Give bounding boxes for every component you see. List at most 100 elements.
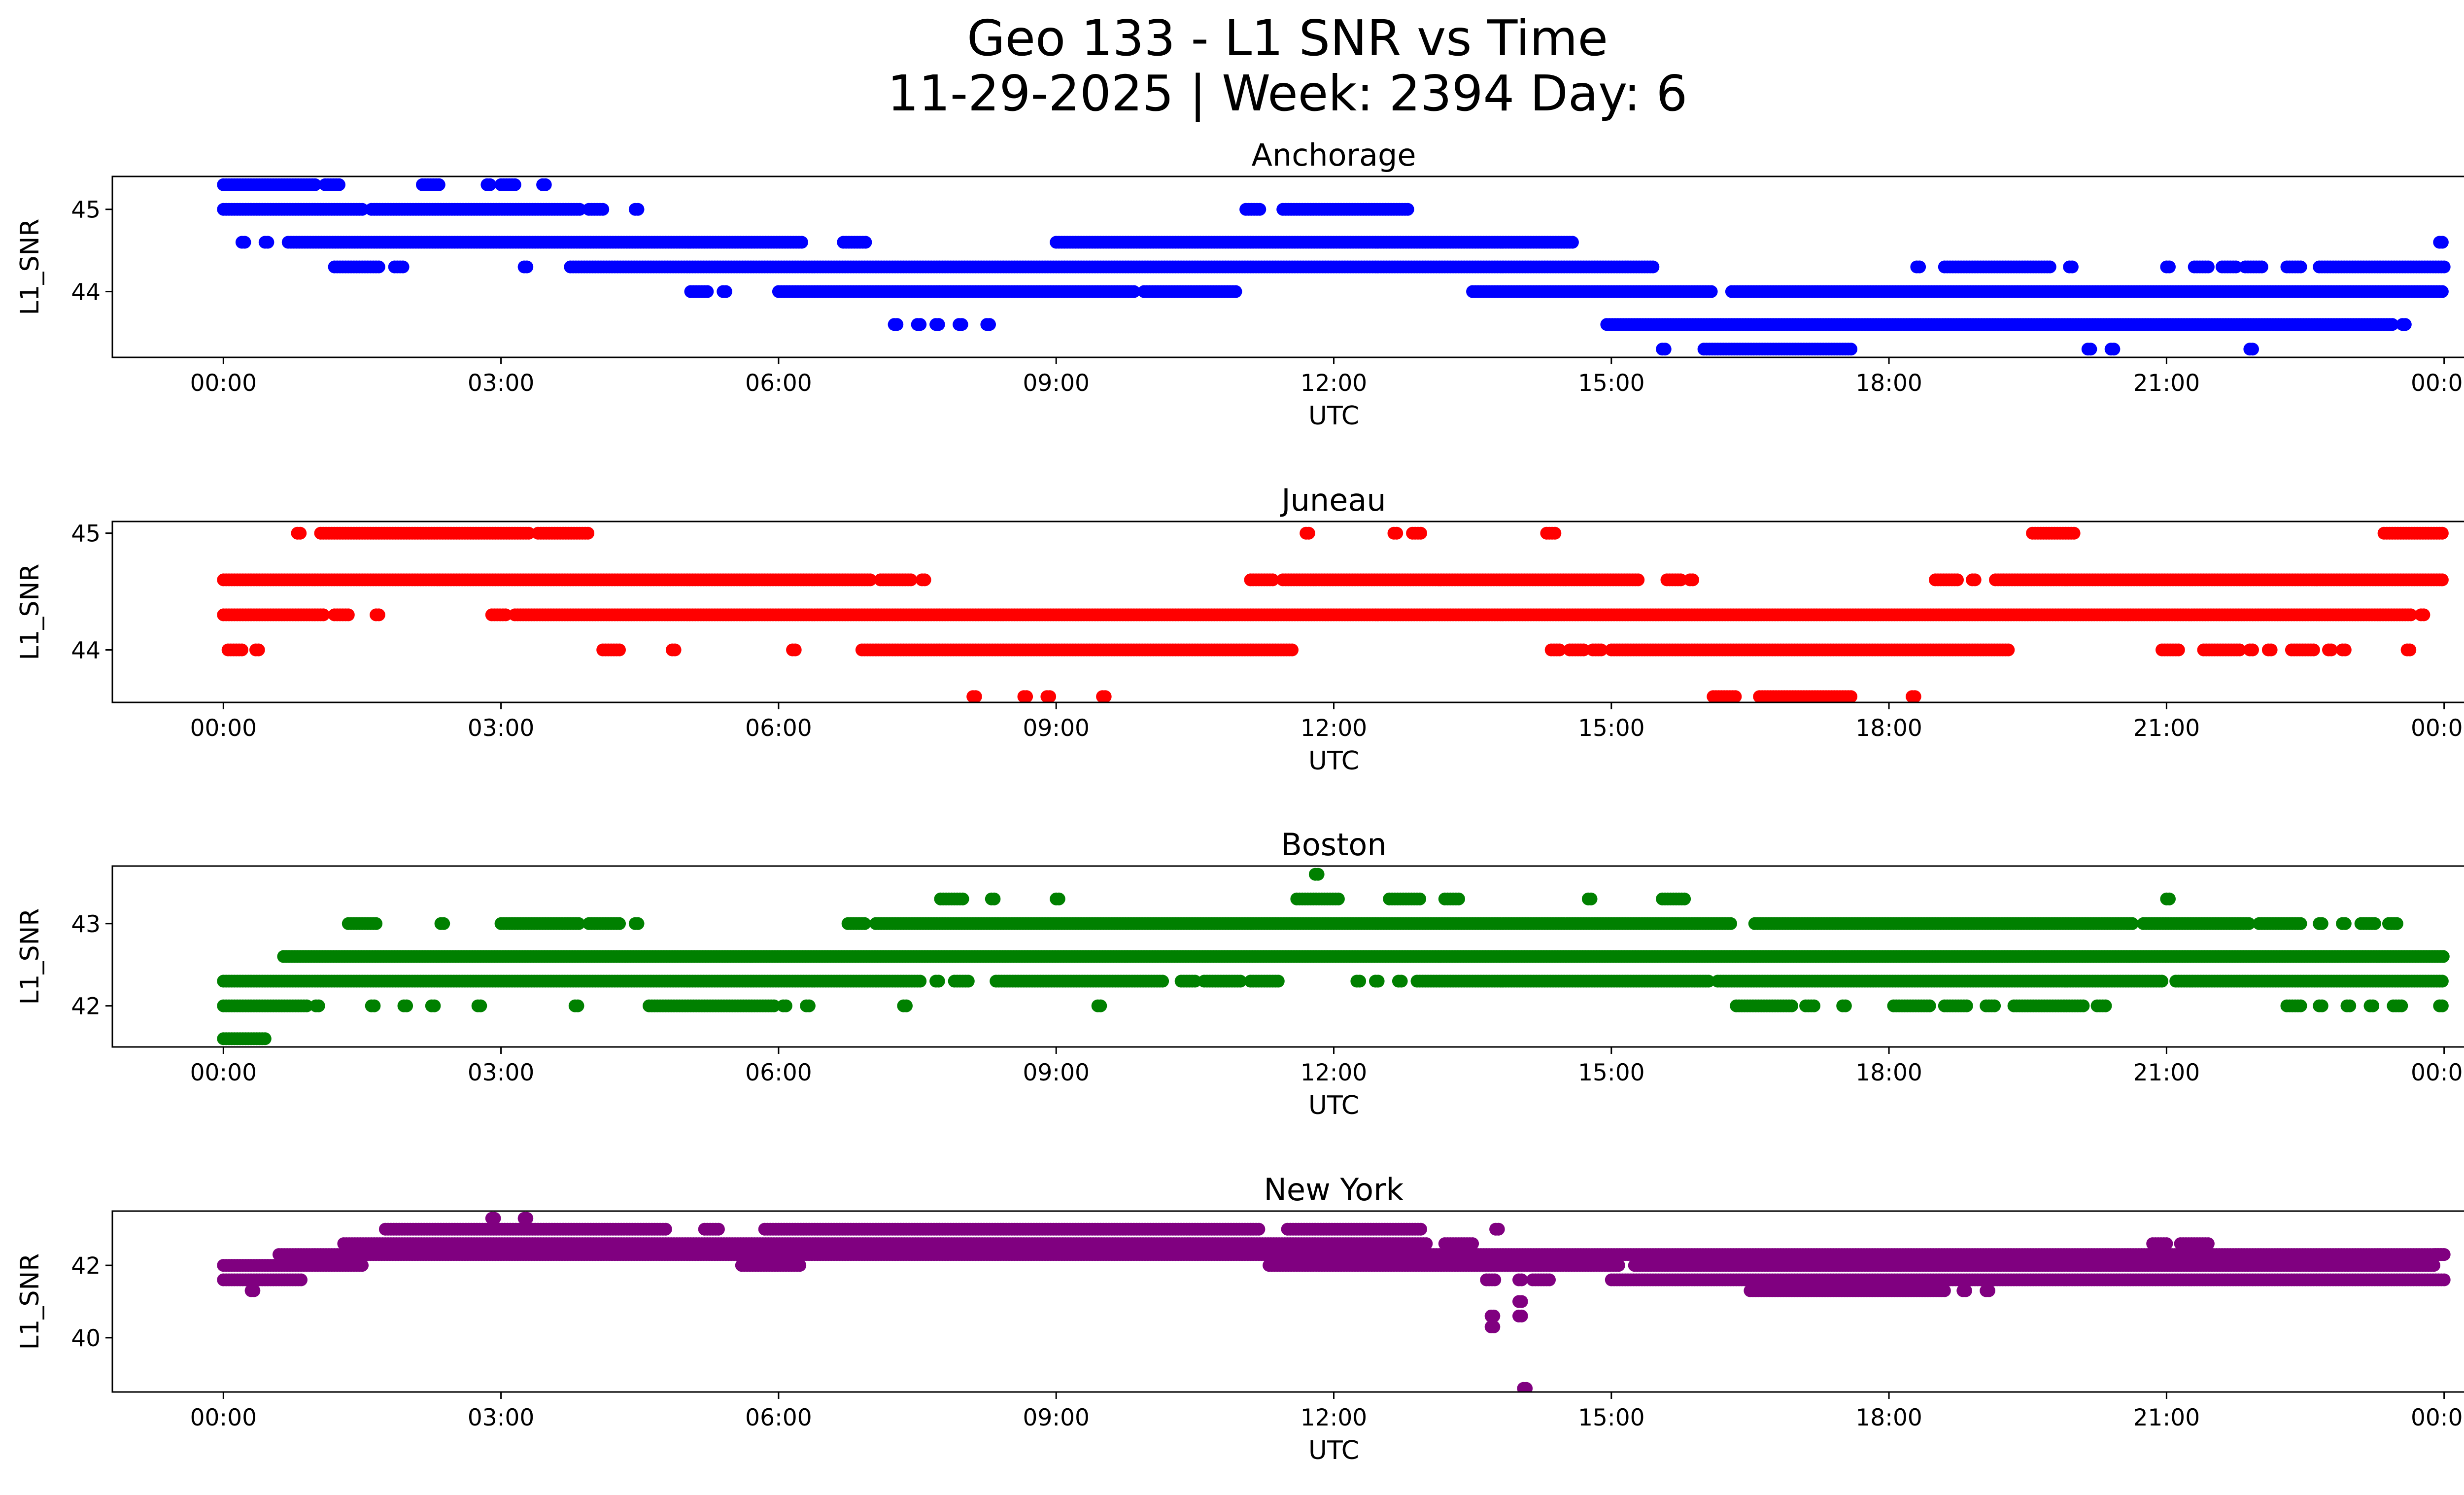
data-point <box>2246 643 2259 657</box>
data-point <box>238 236 251 249</box>
data-point <box>2398 318 2412 331</box>
data-point <box>890 318 904 331</box>
data-point <box>983 318 996 331</box>
data-point <box>356 203 369 216</box>
data-point <box>2386 318 2399 331</box>
data-point <box>2307 643 2320 657</box>
data-point <box>1686 573 1699 587</box>
data-point <box>1311 868 1325 881</box>
data-point <box>668 643 682 657</box>
data-point <box>2067 526 2081 540</box>
data-point <box>317 608 330 622</box>
data-point <box>499 608 512 622</box>
x-tick-label: 18:00 <box>1855 370 1922 397</box>
x-tick-label: 15:00 <box>1578 715 1644 742</box>
data-point <box>372 608 385 622</box>
data-point <box>631 203 645 216</box>
data-point <box>342 608 355 622</box>
data-point <box>2435 526 2449 540</box>
data-point <box>631 917 645 930</box>
data-point <box>701 285 714 298</box>
x-tick-label: 03:00 <box>468 715 534 742</box>
data-point <box>1674 573 1687 587</box>
data-point <box>2294 917 2307 930</box>
x-tick-label: 21:00 <box>2133 370 2200 397</box>
x-tick-label: 21:00 <box>2133 715 2200 742</box>
x-tick-label: 06:00 <box>745 370 812 397</box>
data-point <box>1845 690 1858 702</box>
data-point <box>1951 573 1964 587</box>
data-point <box>1266 573 1279 587</box>
x-tick-label: 03:00 <box>468 370 534 397</box>
data-point <box>1729 690 1742 702</box>
x-tick-label: 00:00 <box>2411 370 2464 397</box>
data-point <box>2229 260 2243 274</box>
data-point <box>2065 260 2079 274</box>
data-point <box>539 178 552 191</box>
data-point <box>1401 203 1414 216</box>
data-point <box>2084 343 2097 356</box>
x-tick-label: 06:00 <box>745 715 812 742</box>
data-point <box>858 917 871 930</box>
data-point <box>863 573 877 587</box>
data-point <box>582 526 595 540</box>
data-point <box>2435 573 2449 587</box>
data-point <box>932 318 945 331</box>
data-point <box>308 178 322 191</box>
x-tick-label: 18:00 <box>1855 715 1922 742</box>
y-tick-label: 44 <box>71 637 101 664</box>
data-point <box>1595 643 1608 657</box>
data-point <box>1098 690 1112 702</box>
data-point <box>2172 643 2185 657</box>
data-point <box>1043 690 1057 702</box>
data-point <box>2201 260 2215 274</box>
data-point <box>2264 643 2278 657</box>
data-point <box>508 178 521 191</box>
data-point <box>2435 236 2449 249</box>
data-point <box>370 917 383 930</box>
data-point <box>788 643 802 657</box>
data-point <box>1678 892 1691 905</box>
data-point <box>2233 643 2246 657</box>
data-point <box>1253 203 1266 216</box>
data-point <box>1553 643 1566 657</box>
data-point <box>2002 643 2015 657</box>
data-point <box>573 203 586 216</box>
data-point <box>1414 526 1427 540</box>
data-point <box>1452 892 1465 905</box>
data-point <box>483 178 497 191</box>
y-axis-label: L1_SNR <box>15 563 45 660</box>
y-axis-label: L1_SNR <box>15 218 45 315</box>
data-point <box>2242 917 2256 930</box>
data-point <box>914 318 927 331</box>
data-point <box>2325 643 2338 657</box>
x-axis-label: UTC <box>1308 746 1359 776</box>
data-point <box>1332 892 1345 905</box>
data-point <box>2125 917 2139 930</box>
data-point <box>333 178 345 191</box>
data-point <box>1632 573 1645 587</box>
data-point <box>2435 285 2449 298</box>
data-point <box>2417 608 2430 622</box>
data-point <box>2368 917 2381 930</box>
data-point <box>2163 892 2176 905</box>
data-point <box>1548 526 1562 540</box>
data-point <box>2246 343 2259 356</box>
data-point <box>1968 573 1982 587</box>
x-tick-label: 12:00 <box>1300 370 1367 397</box>
data-point <box>2404 608 2418 622</box>
data-point <box>572 917 585 930</box>
data-point <box>1577 643 1590 657</box>
data-point <box>1052 892 1065 905</box>
figure-title-line1: Geo 133 - L1 SNR vs Time <box>967 9 1608 67</box>
data-point <box>294 526 307 540</box>
data-point <box>1705 285 1718 298</box>
x-tick-label: 12:00 <box>1300 715 1367 742</box>
figure-title-line2: 11-29-2025 | Week: 2394 Day: 6 <box>887 65 1688 122</box>
data-point <box>955 318 968 331</box>
